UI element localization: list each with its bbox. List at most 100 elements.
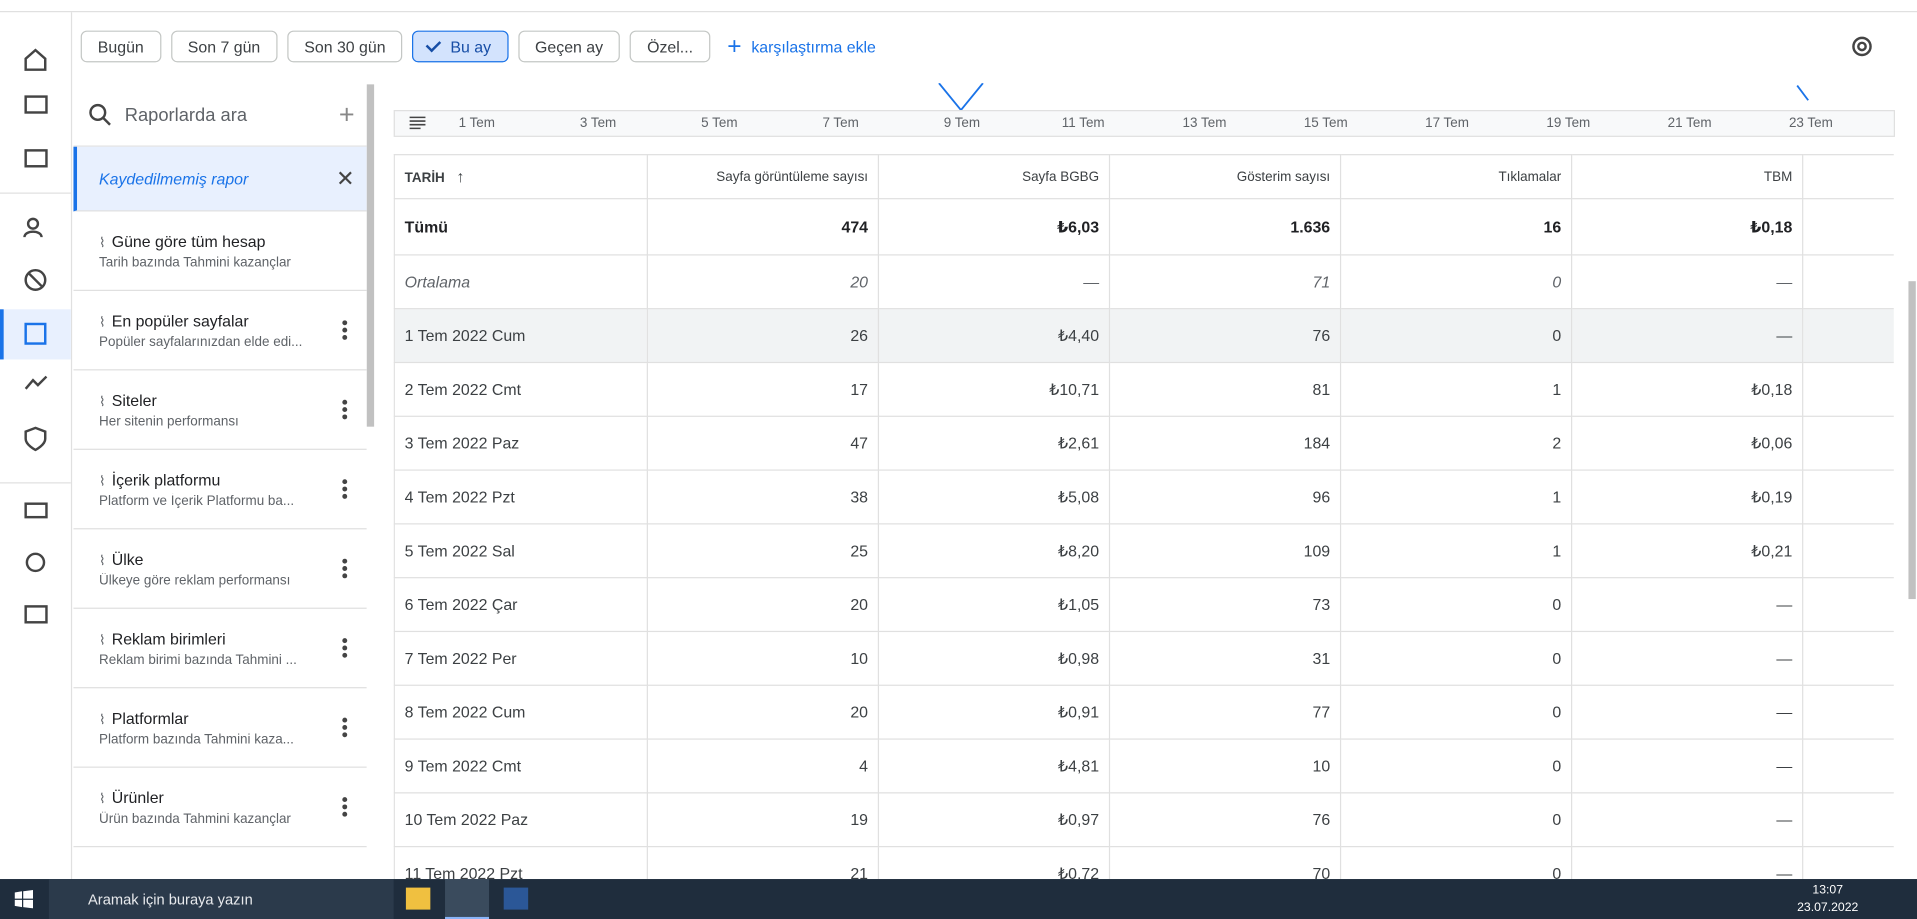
table-cell: 2 bbox=[1339, 415, 1573, 471]
report-list: Güne göre tüm hesap Tarih bazında Tahmini… bbox=[73, 212, 367, 848]
axis-label: 23 Tem bbox=[1788, 116, 1833, 131]
close-button[interactable]: ✕ bbox=[336, 165, 355, 191]
filter-chip[interactable]: Son 30 gün bbox=[287, 30, 403, 63]
table-cell: ₺0,06 bbox=[1571, 415, 1804, 471]
filter-chip[interactable]: Geçen ay bbox=[517, 30, 621, 63]
filter-chip[interactable]: Son 7 gün bbox=[170, 30, 278, 63]
table-cell: 31 bbox=[1108, 630, 1342, 686]
more-menu[interactable] bbox=[342, 479, 348, 501]
start-button[interactable] bbox=[14, 890, 34, 909]
report-item[interactable]: İçerik platformu Platform ve İçerik Platf… bbox=[73, 450, 367, 530]
filter-chip[interactable]: Bu ay bbox=[412, 30, 509, 63]
date: 23.07.2022 bbox=[1797, 901, 1859, 915]
axis-label: 5 Tem bbox=[701, 116, 738, 131]
column-header[interactable]: Sayfa görüntüleme sayısı bbox=[646, 154, 880, 200]
table-cell: 0 bbox=[1339, 684, 1573, 740]
axis-label: 19 Tem bbox=[1546, 116, 1591, 131]
filter-chip[interactable]: Özel... bbox=[629, 30, 711, 63]
table-cell: ₺6,03 bbox=[877, 198, 1111, 256]
word-icon[interactable] bbox=[503, 887, 529, 910]
report-item[interactable]: Ülke Ülkeye göre reklam performansı bbox=[73, 529, 367, 609]
axis-label: 1 Tem bbox=[458, 116, 496, 131]
saved-report[interactable]: Kaydedilmemiş rapor ✕ bbox=[73, 146, 367, 212]
table-cell: ₺2,61 bbox=[877, 415, 1111, 471]
report-subtitle: Platform ve İçerik Platformu ba... bbox=[99, 493, 295, 509]
table-cell: 17 bbox=[646, 361, 880, 417]
report-item[interactable]: En popüler sayfalar Popüler sayfalarınızd… bbox=[73, 291, 367, 371]
table-cell: 71 bbox=[1108, 254, 1342, 310]
table-cell: 1.636 bbox=[1108, 198, 1342, 256]
table-cell: 0 bbox=[1339, 630, 1573, 686]
more-menu[interactable] bbox=[342, 399, 348, 422]
table-cell: 0 bbox=[1339, 308, 1573, 364]
data-table: TARİH ↑ Sayfa görüntüleme sayısı Sayfa BGB… bbox=[393, 154, 1894, 880]
column-header[interactable]: Tıklamalar bbox=[1339, 154, 1573, 200]
filter-chip[interactable]: Bugün bbox=[80, 30, 161, 63]
report-item[interactable]: Güne göre tüm hesap Tarih bazında Tahmini… bbox=[73, 212, 367, 291]
add-button[interactable]: + bbox=[338, 99, 355, 130]
table-cell: 10 Tem 2022 Paz bbox=[393, 792, 648, 848]
nav-rail bbox=[0, 12, 73, 880]
menu-icon[interactable] bbox=[409, 116, 427, 131]
report-title: Ülke bbox=[99, 550, 306, 568]
table-cell: — bbox=[1571, 308, 1804, 364]
settings-icon[interactable] bbox=[1849, 33, 1876, 60]
taskbar-search[interactable]: Aramak için buraya yazın bbox=[48, 879, 394, 919]
report-title: Reklam birimleri bbox=[99, 630, 306, 648]
search-placeholder: Raporlarda ara bbox=[124, 104, 248, 126]
table-cell: 0 bbox=[1339, 792, 1573, 848]
more-menu[interactable] bbox=[342, 638, 348, 660]
report-title: İçerik platformu bbox=[99, 471, 306, 489]
table-cell: 2 Tem 2022 Cmt bbox=[393, 361, 648, 417]
more-menu[interactable] bbox=[342, 558, 348, 581]
column-header[interactable]: Sayfa BGBG bbox=[877, 154, 1111, 200]
compare-button[interactable]: + karşılaştırma ekle bbox=[727, 32, 876, 60]
table-cell: 76 bbox=[1108, 308, 1342, 364]
axis-label: 7 Tem bbox=[822, 116, 859, 131]
table-cell: ₺0,21 bbox=[1571, 523, 1804, 579]
report-item[interactable]: Platformlar Platform bazında Tahmini kaza… bbox=[73, 688, 367, 768]
table-cell: 76 bbox=[1108, 792, 1342, 848]
column-header[interactable]: TBM bbox=[1571, 154, 1804, 200]
report-subtitle: Her sitenin performansı bbox=[99, 414, 239, 430]
axis-label: 15 Tem bbox=[1303, 116, 1348, 131]
report-item[interactable]: Ürünler Ürün bazında Tahmini kazançlar bbox=[73, 768, 367, 848]
table-cell: ₺0,19 bbox=[1571, 469, 1804, 525]
column-header[interactable]: Sayfa TO'su bbox=[1802, 154, 1894, 200]
chrome-icon[interactable] bbox=[445, 879, 490, 919]
axis-label: 3 Tem bbox=[579, 116, 617, 131]
report-subtitle: Ülkeye göre reklam performansı bbox=[99, 573, 291, 589]
taskbar-search-text: Aramak için buraya yazın bbox=[88, 890, 253, 908]
table-cell: Ortalama bbox=[393, 254, 648, 310]
table-cell: 1 bbox=[1339, 469, 1573, 525]
table-cell: %0,00 bbox=[1802, 738, 1894, 794]
table-cell: 10 bbox=[646, 630, 880, 686]
report-search[interactable]: Raporlarda ara + bbox=[73, 84, 367, 147]
report-subtitle: Ürün bazında Tahmini kazançlar bbox=[99, 811, 291, 827]
column-header[interactable]: TARİH ↑ bbox=[393, 154, 648, 200]
more-menu[interactable] bbox=[342, 797, 348, 819]
chart-fragment bbox=[938, 83, 1809, 112]
top-strip bbox=[0, 0, 1917, 13]
table-cell: %0,00 bbox=[1802, 846, 1894, 880]
table-cell: 20 bbox=[646, 254, 880, 310]
table-cell: 184 bbox=[1108, 415, 1342, 471]
report-item[interactable]: Siteler Her sitenin performansı bbox=[73, 370, 367, 450]
report-item[interactable]: Reklam birimleri Reklam birimi bazında Ta… bbox=[73, 609, 367, 689]
more-menu[interactable] bbox=[342, 320, 348, 342]
table-cell: — bbox=[1571, 792, 1804, 848]
table-cell: ₺0,72 bbox=[877, 846, 1111, 880]
explorer-icon[interactable] bbox=[405, 887, 431, 910]
table-cell: ₺0,91 bbox=[877, 684, 1111, 740]
report-table: TARİH ↑ Sayfa görüntüleme sayısı Sayfa BGB… bbox=[393, 154, 1894, 880]
header-text: Gösterim sayısı bbox=[1236, 169, 1331, 184]
more-menu[interactable] bbox=[342, 717, 348, 740]
column-header[interactable]: Gösterim sayısı bbox=[1108, 154, 1342, 200]
